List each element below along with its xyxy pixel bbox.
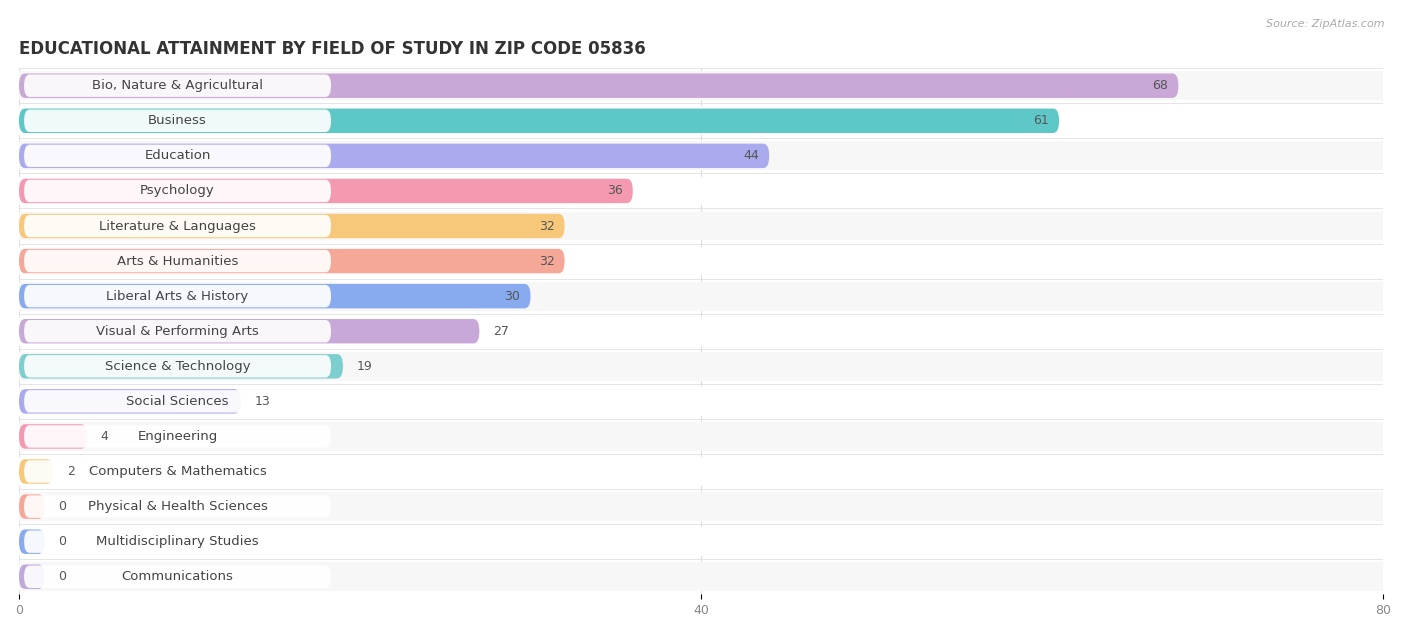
Text: Source: ZipAtlas.com: Source: ZipAtlas.com [1267,19,1385,29]
Text: Computers & Mathematics: Computers & Mathematics [89,465,267,478]
Text: EDUCATIONAL ATTAINMENT BY FIELD OF STUDY IN ZIP CODE 05836: EDUCATIONAL ATTAINMENT BY FIELD OF STUDY… [20,40,645,58]
Text: 4: 4 [101,430,108,443]
Text: 44: 44 [744,149,759,162]
FancyBboxPatch shape [20,73,1178,98]
FancyBboxPatch shape [20,527,1384,556]
FancyBboxPatch shape [20,387,1384,416]
Text: Bio, Nature & Agricultural: Bio, Nature & Agricultural [91,79,263,92]
Text: Visual & Performing Arts: Visual & Performing Arts [96,325,259,337]
FancyBboxPatch shape [20,354,343,379]
Text: 19: 19 [357,360,373,373]
FancyBboxPatch shape [20,319,479,343]
FancyBboxPatch shape [20,459,53,483]
FancyBboxPatch shape [20,352,1384,380]
Text: 36: 36 [607,185,623,197]
FancyBboxPatch shape [20,494,45,519]
FancyBboxPatch shape [20,246,1384,276]
Text: Physical & Health Sciences: Physical & Health Sciences [87,500,267,513]
FancyBboxPatch shape [24,530,330,553]
Text: 0: 0 [58,570,66,583]
FancyBboxPatch shape [20,142,1384,170]
FancyBboxPatch shape [20,562,1384,591]
FancyBboxPatch shape [24,145,330,167]
Text: 2: 2 [66,465,75,478]
FancyBboxPatch shape [24,179,330,202]
FancyBboxPatch shape [20,212,1384,240]
FancyBboxPatch shape [20,282,1384,310]
FancyBboxPatch shape [24,355,330,377]
Text: 27: 27 [494,325,509,337]
FancyBboxPatch shape [20,106,1384,135]
FancyBboxPatch shape [24,495,330,518]
FancyBboxPatch shape [20,317,1384,346]
Text: Social Sciences: Social Sciences [127,395,229,408]
FancyBboxPatch shape [24,250,330,272]
Text: 30: 30 [505,289,520,303]
Text: Psychology: Psychology [141,185,215,197]
FancyBboxPatch shape [24,75,330,97]
Text: 0: 0 [58,500,66,513]
FancyBboxPatch shape [20,284,530,308]
Text: Multidisciplinary Studies: Multidisciplinary Studies [96,535,259,548]
Text: Education: Education [145,149,211,162]
FancyBboxPatch shape [20,179,633,203]
Text: Literature & Languages: Literature & Languages [100,219,256,233]
Text: 32: 32 [538,219,554,233]
FancyBboxPatch shape [24,215,330,237]
FancyBboxPatch shape [24,566,330,588]
Text: 68: 68 [1153,79,1168,92]
Text: 13: 13 [254,395,270,408]
Text: 0: 0 [58,535,66,548]
FancyBboxPatch shape [20,109,1059,133]
FancyBboxPatch shape [20,176,1384,205]
Text: Engineering: Engineering [138,430,218,443]
FancyBboxPatch shape [24,109,330,132]
FancyBboxPatch shape [20,389,240,413]
FancyBboxPatch shape [20,422,1384,451]
FancyBboxPatch shape [24,285,330,307]
FancyBboxPatch shape [20,249,565,273]
Text: Business: Business [148,114,207,127]
FancyBboxPatch shape [20,530,45,554]
Text: Science & Technology: Science & Technology [105,360,250,373]
Text: Communications: Communications [122,570,233,583]
FancyBboxPatch shape [20,71,1384,100]
FancyBboxPatch shape [24,425,330,447]
FancyBboxPatch shape [20,492,1384,521]
Text: Liberal Arts & History: Liberal Arts & History [107,289,249,303]
FancyBboxPatch shape [20,457,1384,486]
Text: 61: 61 [1033,114,1049,127]
FancyBboxPatch shape [20,214,565,238]
FancyBboxPatch shape [24,390,330,413]
FancyBboxPatch shape [20,143,769,168]
FancyBboxPatch shape [24,460,330,483]
FancyBboxPatch shape [20,424,87,449]
FancyBboxPatch shape [20,564,45,589]
FancyBboxPatch shape [24,320,330,343]
Text: Arts & Humanities: Arts & Humanities [117,255,238,267]
Text: 32: 32 [538,255,554,267]
